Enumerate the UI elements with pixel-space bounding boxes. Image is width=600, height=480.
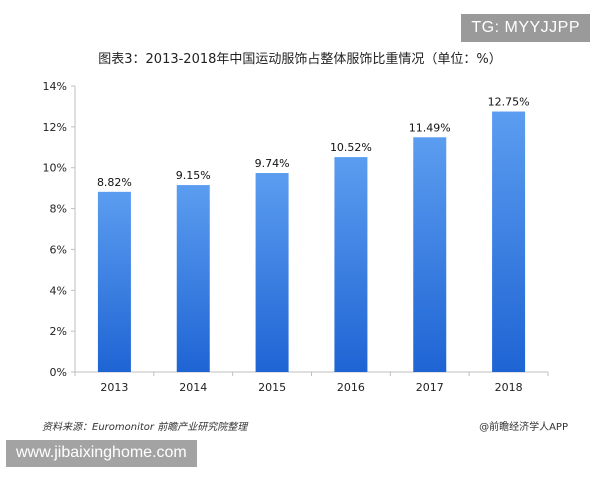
y-tick-label: 10% [43, 162, 67, 175]
bar [492, 111, 526, 373]
x-tick-label: 2014 [179, 381, 207, 394]
data-label: 10.52% [330, 141, 372, 154]
x-tick-label: 2015 [258, 381, 286, 394]
x-tick-label: 2018 [495, 381, 523, 394]
source-note: 资料来源：Euromonitor 前瞻产业研究院整理 [42, 422, 248, 433]
x-tick-label: 2013 [100, 381, 128, 394]
data-label: 11.49% [409, 121, 451, 134]
y-tick-label: 6% [50, 243, 67, 256]
site-watermark: www.jibaixinghome.com [6, 440, 197, 467]
bar [97, 191, 131, 372]
data-label: 9.74% [255, 157, 290, 170]
tg-watermark: TG: MYYJJPP [461, 14, 590, 42]
x-tick-label: 2017 [416, 381, 444, 394]
data-label: 9.15% [176, 169, 211, 182]
bar [334, 157, 368, 372]
bar [176, 185, 210, 372]
y-tick-label: 4% [50, 284, 67, 297]
y-tick-label: 12% [43, 121, 67, 134]
bar [255, 173, 289, 372]
brand-credit: @前瞻经济学人APP [479, 422, 568, 433]
y-tick-label: 8% [50, 203, 67, 216]
y-tick-label: 2% [50, 325, 67, 338]
y-tick-label: 0% [50, 366, 67, 379]
chart-title: 图表3：2013-2018年中国运动服饰占整体服饰比重情况（单位：%） [98, 52, 502, 67]
bar [413, 137, 447, 372]
x-tick-label: 2016 [337, 381, 365, 394]
data-label: 8.82% [97, 176, 132, 189]
y-tick-label: 14% [43, 80, 67, 93]
data-label: 12.75% [488, 96, 530, 109]
